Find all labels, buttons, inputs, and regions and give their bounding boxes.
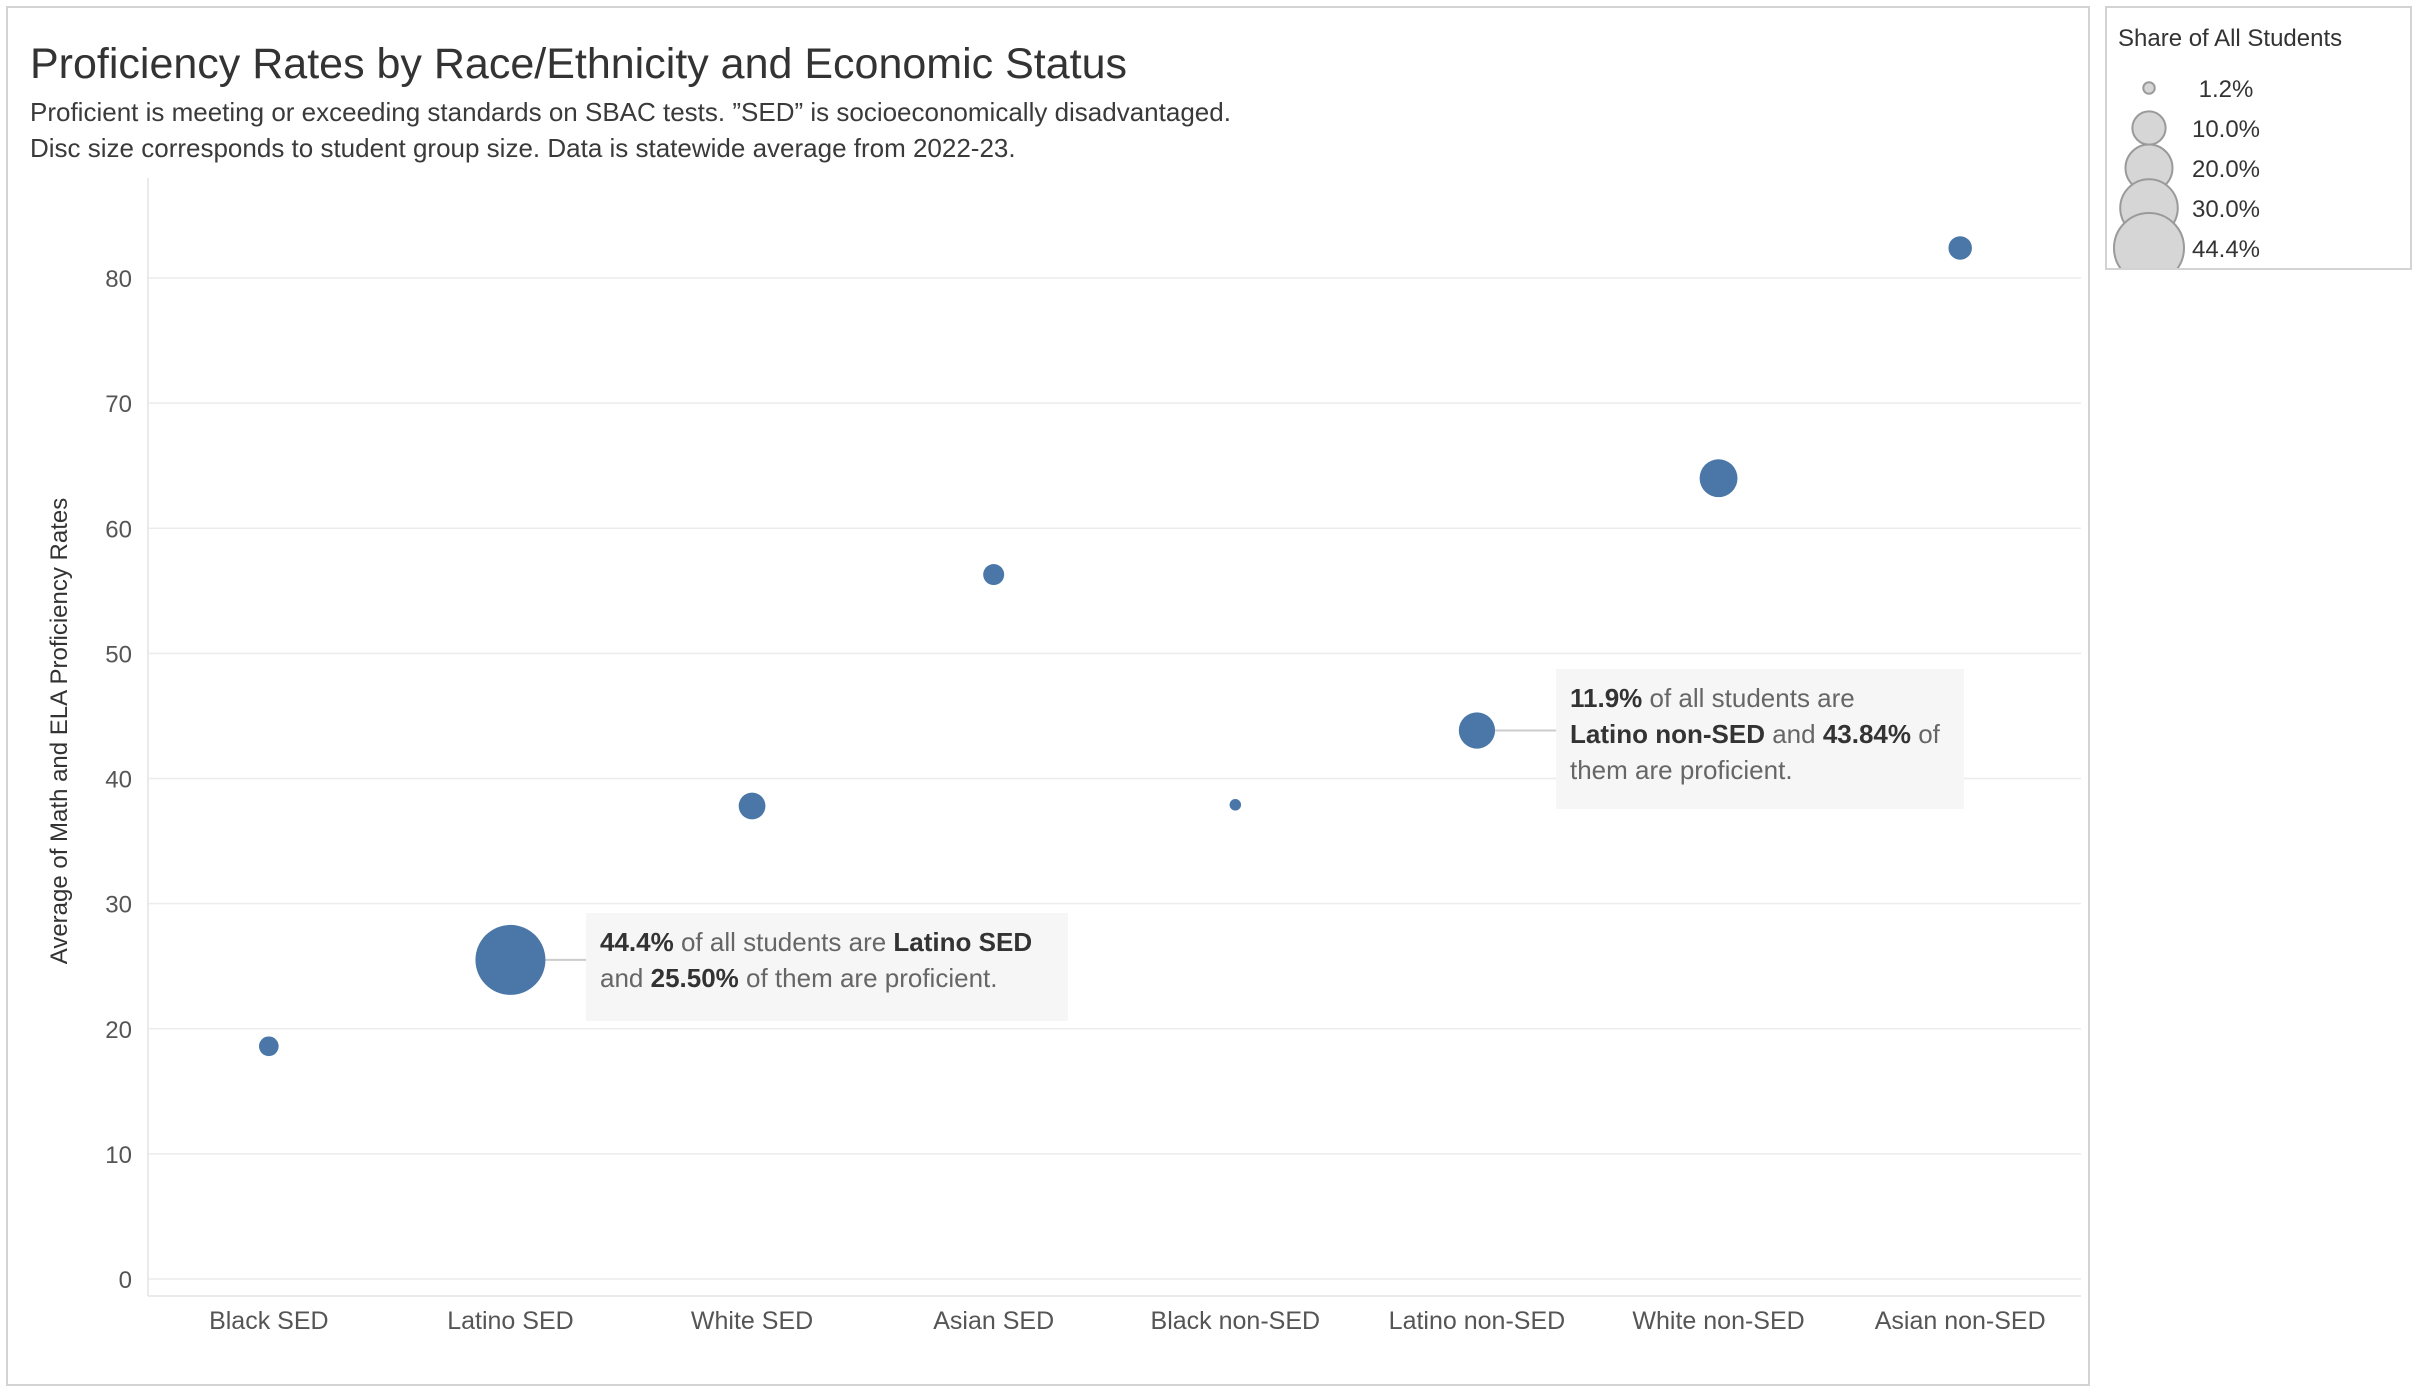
data-point-black-non-sed bbox=[1229, 799, 1242, 811]
y-tick-label: 50 bbox=[105, 641, 132, 668]
size-legend-label: 30.0% bbox=[2192, 196, 2260, 223]
y-tick-label: 80 bbox=[105, 266, 132, 293]
annotation-text-segment: 25.50% bbox=[651, 963, 739, 993]
y-tick-label: 60 bbox=[105, 516, 132, 543]
annotation-text-line: 11.9% of all students are bbox=[1570, 683, 1855, 713]
x-tick-label: Asian non-SED bbox=[1875, 1307, 2046, 1335]
y-tick-label: 30 bbox=[105, 892, 132, 919]
annotation-text-segment: of all students are bbox=[1642, 683, 1854, 713]
size-legend-label: 10.0% bbox=[2192, 116, 2260, 143]
y-tick-label: 40 bbox=[105, 767, 132, 794]
annotation-text-segment: of them are proficient. bbox=[739, 963, 998, 993]
annotation-latino-sed: 44.4% of all students are Latino SED and … bbox=[545, 913, 1068, 1021]
annotation-text-line: them are proficient. bbox=[1570, 755, 1793, 785]
y-tick-label: 70 bbox=[105, 391, 132, 418]
chart-subtitle-line-1: Proficient is meeting or exceeding stand… bbox=[30, 97, 1231, 127]
x-tick-label: Asian SED bbox=[933, 1307, 1054, 1335]
size-legend-label: 1.2% bbox=[2199, 76, 2254, 103]
data-point-white-non-sed bbox=[1699, 459, 1738, 498]
data-point-latino-sed bbox=[475, 924, 546, 995]
size-legend-disc bbox=[2142, 81, 2156, 95]
data-point-asian-sed bbox=[983, 564, 1005, 586]
size-legend: Share of All Students 1.2% 10.0% 20.0% 30.0… bbox=[2105, 6, 2412, 270]
x-tick-label: Latino non-SED bbox=[1389, 1307, 1566, 1335]
plot-area: 0 10 20 30 40 50 60 70 80 Black SED Latino SED Whit… bbox=[105, 178, 2081, 1335]
x-tick-label: Latino SED bbox=[447, 1307, 573, 1335]
annotation-text-segment: and bbox=[600, 963, 651, 993]
size-legend-disc bbox=[2131, 110, 2167, 146]
x-tick-label: Black SED bbox=[209, 1307, 328, 1335]
y-tick-label: 10 bbox=[105, 1142, 132, 1169]
data-point-asian-non-sed bbox=[1948, 236, 1972, 260]
size-legend-svg: Share of All Students 1.2% 10.0% 20.0% 30.0… bbox=[2113, 25, 2342, 268]
annotation-box bbox=[1556, 669, 1964, 809]
annotation-text-segment: and bbox=[1765, 719, 1823, 749]
data-point-black-sed bbox=[258, 1036, 279, 1057]
size-legend-label: 20.0% bbox=[2192, 156, 2260, 183]
annotation-text-segment: 44.4% bbox=[600, 927, 674, 957]
annotation-text-segment: of all students are bbox=[674, 927, 894, 957]
annotation-text-line: and 25.50% of them are proficient. bbox=[600, 963, 997, 993]
size-legend-title: Share of All Students bbox=[2118, 25, 2342, 52]
annotation-text-segment: 43.84% bbox=[1823, 719, 1911, 749]
annotation-latino-non-sed: 11.9% of all students are Latino non-SED … bbox=[1495, 669, 1964, 809]
y-tick-label: 20 bbox=[105, 1017, 132, 1044]
annotation-text-segment: of bbox=[1911, 719, 1941, 749]
y-tick-label: 0 bbox=[119, 1267, 132, 1294]
annotation-text-line: 44.4% of all students are Latino SED bbox=[600, 927, 1032, 957]
annotation-text-segment: Latino SED bbox=[893, 927, 1032, 957]
size-legend-items: 1.2% 10.0% 20.0% 30.0% 44.4% bbox=[2113, 76, 2260, 268]
size-legend-disc bbox=[2113, 212, 2185, 268]
annotation-text-segment: them are proficient. bbox=[1570, 755, 1793, 785]
annotation-box bbox=[586, 913, 1068, 1021]
x-tick-label: White non-SED bbox=[1632, 1307, 1804, 1335]
annotation-text-segment: 11.9% bbox=[1570, 683, 1642, 713]
chart-title: Proficiency Rates by Race/Ethnicity and … bbox=[30, 40, 1127, 88]
chart-svg: Proficiency Rates by Race/Ethnicity and … bbox=[30, 40, 2081, 1335]
annotation-text-segment: Latino non-SED bbox=[1570, 719, 1765, 749]
x-tick-label: White SED bbox=[691, 1307, 813, 1335]
y-axis-title: Average of Math and ELA Proficiency Rate… bbox=[46, 498, 73, 965]
annotation-text-line: Latino non-SED and 43.84% of bbox=[1570, 719, 1941, 749]
data-point-latino-non-sed bbox=[1458, 712, 1496, 749]
x-tick-label: Black non-SED bbox=[1151, 1307, 1321, 1335]
chart-panel: Proficiency Rates by Race/Ethnicity and … bbox=[6, 6, 2090, 1386]
chart-subtitle-line-2: Disc size corresponds to student group s… bbox=[30, 133, 1016, 163]
size-legend-label: 44.4% bbox=[2192, 236, 2260, 263]
data-point-white-sed bbox=[738, 792, 766, 820]
